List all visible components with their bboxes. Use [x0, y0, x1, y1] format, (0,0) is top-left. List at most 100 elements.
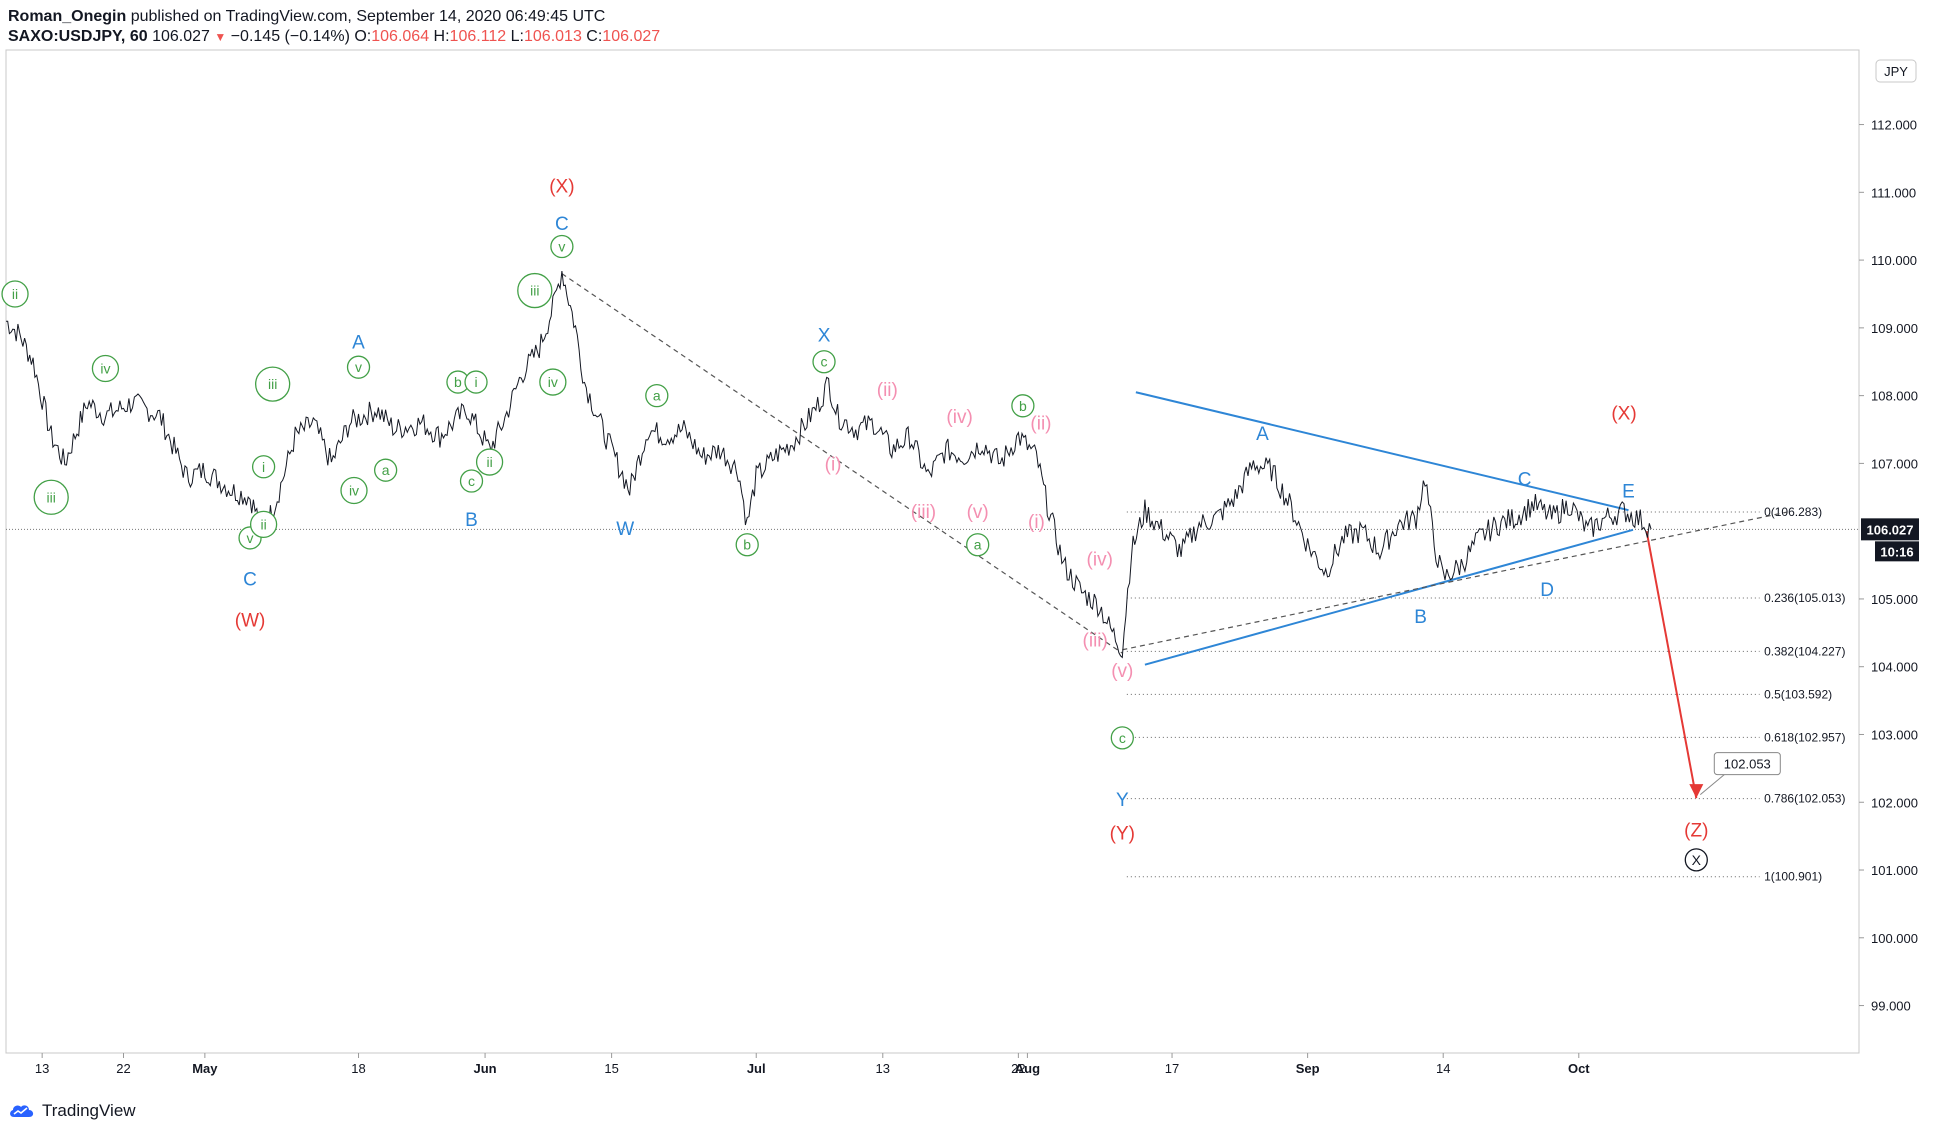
wave-label: A — [1256, 424, 1269, 445]
current-price-tag[interactable] — [1861, 518, 1919, 541]
wave-label: iii — [268, 376, 277, 392]
wave-label: (i) — [825, 454, 842, 475]
wave-label: iv — [548, 374, 558, 390]
fib-level-label: 0.236(105.013) — [1764, 591, 1845, 605]
wave-label: X — [818, 326, 831, 347]
wave-label-circle — [539, 368, 567, 396]
wave-label: iii — [530, 283, 539, 299]
wave-label-circle — [1, 280, 29, 308]
usdjpy-price-line — [6, 271, 1652, 659]
fib-level-label: 0.382(104.227) — [1764, 644, 1845, 658]
wave-label: C — [243, 570, 257, 591]
drawings-layer[interactable]: 102.053 — [561, 273, 1787, 799]
dashed-down[interactable] — [561, 273, 1123, 654]
current-price-tag-text: 106.027 — [1867, 522, 1914, 537]
currency-badge-text: JPY — [1884, 64, 1908, 79]
currency-badge[interactable]: JPY — [1875, 59, 1917, 83]
wave-label: v — [247, 530, 254, 546]
wave-label-circle — [346, 355, 371, 379]
y-tick-label: 107.000 — [1871, 456, 1918, 471]
y-tick-label: 100.000 — [1871, 931, 1918, 946]
wave-label: iv — [100, 361, 110, 377]
y-tick-label: 110.000 — [1871, 253, 1917, 268]
wave-label: (v) — [1111, 661, 1133, 682]
wave-label: B — [1414, 607, 1427, 628]
wave-label: v — [558, 239, 565, 255]
wave-label: c — [821, 354, 828, 370]
lower-trendline[interactable] — [1144, 528, 1634, 666]
fib-level-label: 1(100.901) — [1764, 870, 1822, 884]
target-callout-pointer — [1699, 774, 1725, 796]
high-label: H: — [433, 28, 450, 45]
upper-trendline[interactable] — [1135, 391, 1629, 512]
wave-label: ii — [260, 516, 266, 532]
wave-label-circle — [735, 533, 759, 557]
wave-label-circle — [255, 366, 291, 402]
wave-label-circle — [459, 469, 484, 493]
y-tick-label: 99.000 — [1871, 999, 1911, 1014]
x-tick-label: 14 — [1436, 1061, 1450, 1076]
fib-retracement[interactable]: 0(106.283) 0.236(105.013) 0.382(104.227) 0.… — [6, 505, 1859, 884]
wave-label: ii — [486, 454, 492, 470]
wave-label: (X) — [549, 177, 574, 198]
wave-label: (iii) — [911, 502, 936, 523]
wave-label: b — [1019, 398, 1027, 414]
wave-label: (iii) — [1083, 631, 1108, 652]
wave-label: c — [1119, 730, 1126, 746]
currency-badge-box — [1875, 59, 1917, 83]
y-tick-label: 112.000 — [1871, 118, 1917, 133]
symbol-name[interactable]: SAXO:USDJPY, 60 — [8, 28, 148, 45]
x-tick-label: 13 — [35, 1061, 49, 1076]
open-value: 106.064 — [371, 28, 430, 45]
fib-level-label: 0.786(102.053) — [1764, 792, 1845, 806]
wave-label-circle — [645, 383, 669, 408]
wave-label: v — [355, 359, 362, 375]
wave-label: B — [465, 510, 478, 531]
x-tick-label: Jul — [747, 1061, 766, 1076]
x-tick-label: 15 — [604, 1061, 618, 1076]
y-tick-label: 103.000 — [1871, 727, 1918, 742]
wave-label-circle — [33, 479, 69, 515]
wave-label-circle — [373, 458, 398, 482]
wave-label: a — [653, 388, 661, 404]
wave-label: (ii) — [1030, 414, 1051, 435]
wave-label: (W) — [235, 610, 266, 631]
chart-header: Roman_Onegin published on TradingView.co… — [8, 4, 1408, 46]
wave-label: b — [743, 537, 751, 553]
author-name[interactable]: Roman_Onegin — [8, 8, 127, 25]
wave-label: Y — [1116, 790, 1129, 811]
tradingview-logo[interactable]: TradingView — [8, 1098, 136, 1124]
wave-label: i — [262, 459, 265, 475]
wave-label: iii — [47, 489, 56, 505]
wave-label-circle — [966, 533, 990, 557]
tradingview-cloud-icon — [10, 1105, 34, 1117]
projection-arrow[interactable] — [1645, 530, 1698, 799]
wave-label-circle — [251, 455, 276, 479]
y-tick-label: 102.000 — [1871, 795, 1918, 810]
wave-label-circle — [91, 354, 120, 383]
open-label: O: — [354, 28, 372, 45]
wave-label: (Y) — [1110, 824, 1135, 845]
y-tick-label: 105.000 — [1871, 592, 1918, 607]
wave-label: (ii) — [877, 380, 898, 401]
wave-label: b — [454, 374, 462, 390]
x-tick-label: Aug — [1015, 1061, 1040, 1076]
target-callout-box[interactable] — [1713, 752, 1781, 776]
symbol-line: SAXO:USDJPY, 60 106.027 ▼ −0.145 (−0.14%… — [8, 28, 660, 46]
wave-label: X — [1692, 852, 1702, 868]
wave-label: (X) — [1611, 404, 1636, 425]
price-axis[interactable]: 99.000 100.000 101.000 102.000 103.000 104.00… — [1859, 118, 1919, 1014]
wave-label: ii — [12, 286, 18, 302]
dashed-up[interactable] — [1122, 511, 1787, 651]
countdown-text: 10:16 — [1880, 544, 1913, 559]
x-tick-label: Oct — [1568, 1061, 1590, 1076]
wave-label: a — [974, 537, 982, 553]
wave-label: (i) — [1028, 512, 1045, 533]
countdown-tag — [1875, 541, 1919, 562]
wave-label: (v) — [967, 502, 989, 523]
wave-label: C — [1518, 469, 1532, 490]
low-label: L: — [510, 28, 524, 45]
